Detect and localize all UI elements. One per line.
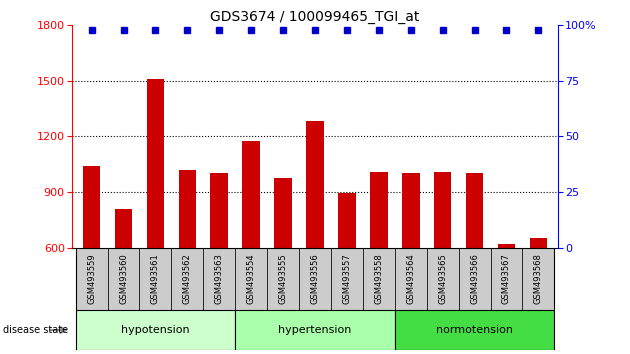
Text: GSM493563: GSM493563 xyxy=(215,253,224,304)
Bar xyxy=(427,248,459,310)
Bar xyxy=(491,248,522,310)
Bar xyxy=(76,310,235,350)
Text: GSM493567: GSM493567 xyxy=(502,253,511,304)
Bar xyxy=(363,248,395,310)
Bar xyxy=(203,248,235,310)
Bar xyxy=(274,178,292,248)
Bar xyxy=(331,248,363,310)
Bar xyxy=(299,248,331,310)
Text: hypertension: hypertension xyxy=(278,325,352,335)
Bar xyxy=(235,310,395,350)
Title: GDS3674 / 100099465_TGI_at: GDS3674 / 100099465_TGI_at xyxy=(210,10,420,24)
Text: normotension: normotension xyxy=(436,325,513,335)
Text: GSM493566: GSM493566 xyxy=(470,253,479,304)
Bar xyxy=(115,209,132,248)
Bar xyxy=(395,310,554,350)
Bar xyxy=(459,248,491,310)
Text: GSM493557: GSM493557 xyxy=(343,253,352,304)
Text: GSM493568: GSM493568 xyxy=(534,253,543,304)
Bar xyxy=(83,166,100,248)
Bar xyxy=(235,248,267,310)
Bar xyxy=(530,238,547,248)
Bar xyxy=(522,248,554,310)
Text: GSM493555: GSM493555 xyxy=(278,253,287,304)
Bar xyxy=(370,172,387,248)
Text: GSM493558: GSM493558 xyxy=(374,253,383,304)
Bar xyxy=(267,248,299,310)
Text: GSM493554: GSM493554 xyxy=(247,253,256,304)
Text: GSM493565: GSM493565 xyxy=(438,253,447,304)
Bar xyxy=(147,79,164,248)
Bar xyxy=(76,248,108,310)
Text: GSM493562: GSM493562 xyxy=(183,253,192,304)
Text: GSM493556: GSM493556 xyxy=(311,253,319,304)
Bar xyxy=(402,173,420,248)
Bar xyxy=(338,193,356,248)
Text: GSM493559: GSM493559 xyxy=(87,253,96,304)
Bar xyxy=(171,248,203,310)
Bar xyxy=(498,244,515,248)
Bar xyxy=(434,172,452,248)
Text: GSM493560: GSM493560 xyxy=(119,253,128,304)
Bar xyxy=(243,141,260,248)
Text: GSM493564: GSM493564 xyxy=(406,253,415,304)
Bar xyxy=(108,248,139,310)
Bar xyxy=(395,248,427,310)
Bar xyxy=(139,248,171,310)
Bar xyxy=(210,172,228,248)
Text: GSM493561: GSM493561 xyxy=(151,253,160,304)
Bar xyxy=(178,170,196,248)
Bar xyxy=(306,121,324,248)
Bar xyxy=(466,172,483,248)
Text: disease state: disease state xyxy=(3,325,68,335)
Text: hypotension: hypotension xyxy=(121,325,190,335)
